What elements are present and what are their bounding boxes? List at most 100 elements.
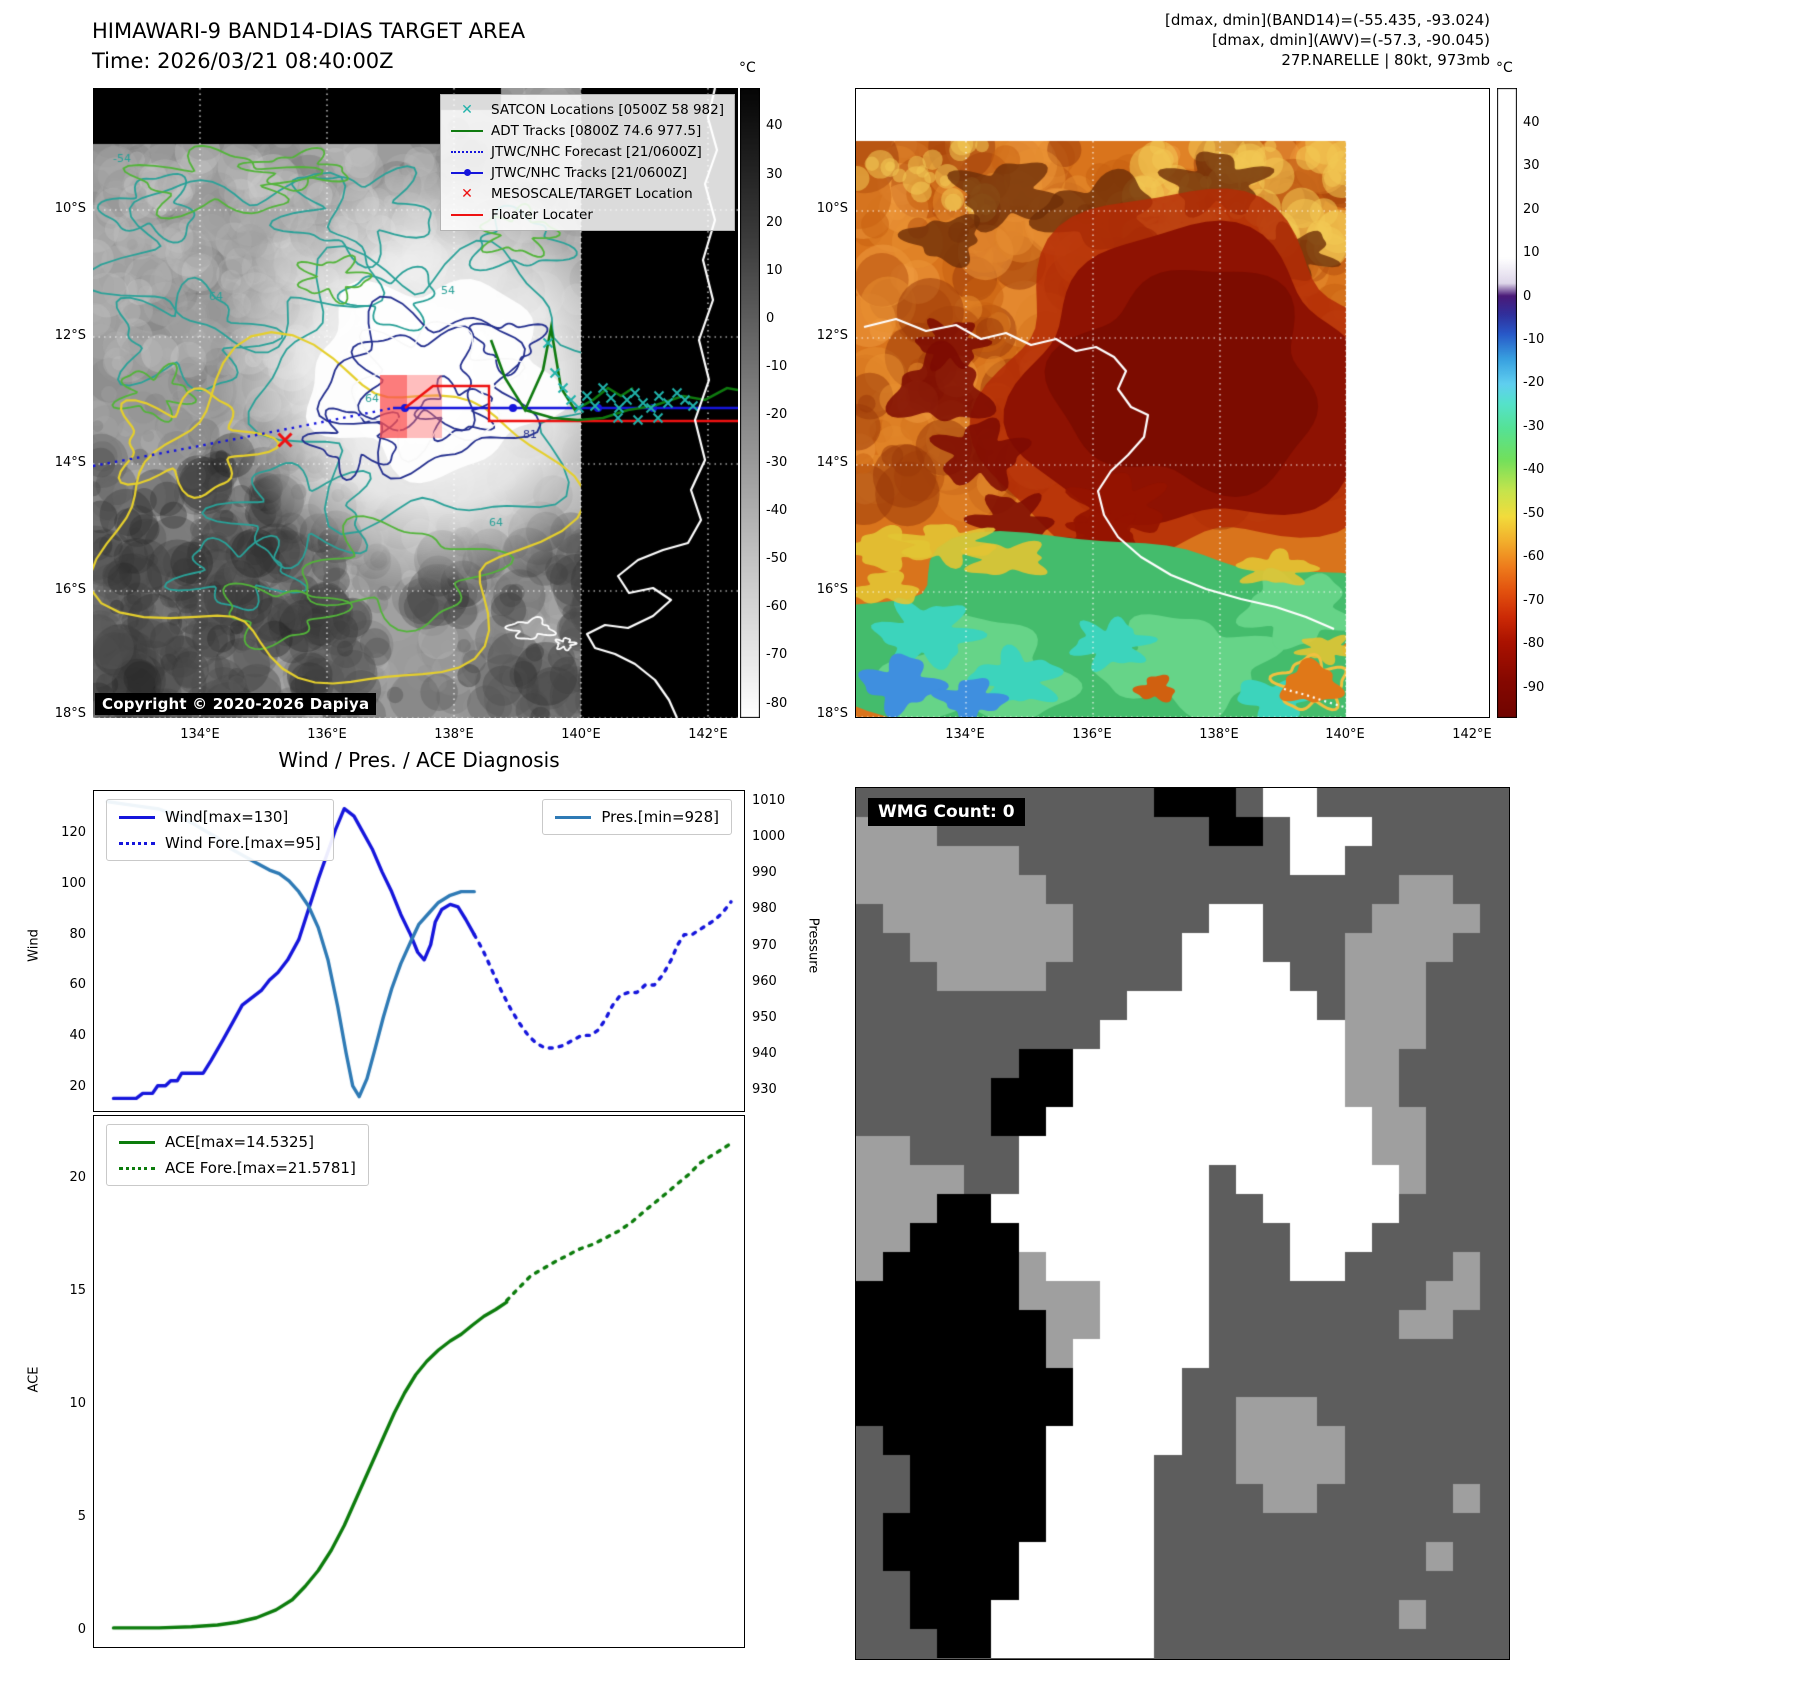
tl-colorbar [740,88,760,718]
tr-lat-tick: 14°S [816,455,848,470]
tr-colorbar-tick: 0 [1523,288,1532,304]
wind-ytick: 120 [61,825,86,841]
tl-panel-time-text: Time: 2026/03/21 08:40:00Z [92,49,394,74]
tr-colorbar-tick: 30 [1523,158,1540,174]
tr-lat-tick: 10°S [816,201,848,216]
copyright-watermark: Copyright © 2020-2026 Dapiya [95,693,377,715]
tr-lat-tick: 16°S [816,582,848,597]
tr-lon-tick: 140°E [1325,727,1365,742]
chart-legend-label: Wind Fore.[max=95] [165,834,321,852]
tr-colorbar [1497,88,1517,718]
legend-label: JTWC/NHC Forecast [21/0600Z] [491,144,702,160]
ace-ytick: 5 [77,1509,86,1524]
chart-legend-item: Wind Fore.[max=95] [119,834,321,852]
chart-legend-item: ACE[max=14.5325] [119,1133,356,1151]
tl-legend-item: ✕ SATCON Locations [0500Z 58 982] [451,101,724,119]
ace-chart: ACE[max=14.5325] ACE Fore.[max=21.5781] [93,1115,745,1648]
tl-satellite-map: ✕ SATCON Locations [0500Z 58 982] ADT Trac… [93,88,738,718]
tl-colorbar-tick: -50 [766,551,788,567]
pressure-ytick: 1000 [752,829,786,845]
tr-info-block: [dmax, dmin](BAND14)=(-55.435, -93.024) … [960,10,1490,70]
wmg-panel: WMG Count: 0 [855,787,1510,1660]
tl-colorbar-tick: -70 [766,647,788,663]
tl-lon-tick: 134°E [180,727,220,742]
tr-lon-tick: 138°E [1199,727,1239,742]
pressure-ytick: 1010 [752,792,786,808]
tr-colorbar-tick: -30 [1523,418,1545,434]
legend-line-icon [119,1166,155,1170]
pressure-ytick: 990 [752,865,777,881]
wmg-count-label: WMG Count: 0 [868,798,1025,826]
legend-label: JTWC/NHC Tracks [21/0600Z] [491,165,688,181]
tr-colorbar-unit: °C [1496,60,1513,76]
pressure-ytick: 930 [752,1082,777,1098]
tr-colorbar-tick: -40 [1523,462,1545,478]
ace-ytick: 20 [69,1170,86,1186]
tl-legend-item: JTWC/NHC Forecast [21/0600Z] [451,143,724,161]
tl-colorbar-tick: 30 [766,166,783,182]
wind-pressure-chart: Wind[max=130] Wind Fore.[max=95] Pres.[min… [93,790,745,1112]
tl-map-legend: ✕ SATCON Locations [0500Z 58 982] ADT Trac… [440,94,735,231]
tl-legend-item: ✕ MESOSCALE/TARGET Location [451,185,724,203]
tr-info-band14: [dmax, dmin](BAND14)=(-55.435, -93.024) [1165,11,1490,29]
chart-legend-label: Wind[max=130] [165,808,289,826]
wind-ytick: 100 [61,875,86,891]
tr-lon-tick: 136°E [1072,727,1112,742]
ace-ytick: 0 [77,1621,86,1637]
tl-lat-tick: 16°S [54,582,86,597]
ace-legend-left: ACE[max=14.5325] ACE Fore.[max=21.5781] [106,1124,369,1186]
wind-ytick: 60 [69,977,86,993]
chart-legend-label: ACE Fore.[max=21.5781] [165,1159,356,1177]
tl-lat-tick: 12°S [54,328,86,343]
tr-info-awv: [dmax, dmin](AWV)=(-57.3, -90.045) [1211,31,1490,49]
chart-legend-item: Wind[max=130] [119,808,321,826]
pressure-axis-label: Pressure [805,917,821,974]
legend-line-icon [555,815,592,819]
tl-colorbar-tick: -20 [766,407,788,423]
tl-colorbar-tick: -10 [766,358,788,374]
tr-satellite-map [855,88,1490,718]
chart-legend-label: ACE[max=14.5325] [165,1133,314,1151]
legend-label: ADT Tracks [0800Z 74.6 977.5] [491,123,702,139]
tr-lat-tick: 12°S [816,328,848,343]
legend-line-icon [451,130,483,132]
tl-lat-tick: 10°S [54,201,86,216]
tl-colorbar-tick: 20 [766,214,783,230]
legend-x-icon: ✕ [461,102,473,118]
ace-canvas [94,1116,744,1647]
legend-line-icon [119,841,155,845]
chart-legend-item: ACE Fore.[max=21.5781] [119,1159,356,1177]
tr-satellite-canvas [856,89,1489,717]
wind-ytick: 80 [69,926,86,942]
tr-colorbar-tick: 10 [1523,245,1540,261]
tr-colorbar-tick: 20 [1523,201,1540,217]
tl-lon-tick: 142°E [688,727,728,742]
tr-colorbar-tick: -10 [1523,332,1545,347]
pressure-ytick: 980 [752,901,777,917]
tl-legend-item: ADT Tracks [0800Z 74.6 977.5] [451,122,724,140]
tl-lon-tick: 138°E [434,727,474,742]
tl-panel-title: HIMAWARI-9 BAND14-DIAS TARGET AREA Time:… [92,16,525,77]
tr-colorbar-tick: -20 [1523,375,1545,391]
tr-lat-tick: 18°S [816,706,848,721]
tr-info-storm: 27P.NARELLE | 80kt, 973mb [1281,51,1490,69]
diagnosis-title: Wind / Pres. / ACE Diagnosis [278,748,560,772]
legend-line-icon [119,1140,155,1144]
ace-ytick: 15 [69,1283,86,1299]
ace-ytick: 10 [69,1396,86,1412]
wind-ytick: 40 [69,1027,86,1043]
pressure-ytick: 960 [752,973,777,989]
tl-legend-item: Floater Locater [451,206,724,224]
legend-label: SATCON Locations [0500Z 58 982] [491,102,724,118]
tl-lat-tick: 14°S [54,455,86,470]
tl-colorbar-tick: 10 [766,262,783,278]
legend-label: Floater Locater [491,207,593,223]
tl-lon-tick: 136°E [307,727,347,742]
pressure-ytick: 950 [752,1009,777,1025]
tr-colorbar-tick: -60 [1523,549,1545,565]
tr-lon-tick: 134°E [945,727,985,742]
chart-legend-item: Pres.[min=928] [555,808,719,826]
tl-colorbar-unit: °C [739,60,756,76]
tr-colorbar-tick: -80 [1523,636,1545,652]
